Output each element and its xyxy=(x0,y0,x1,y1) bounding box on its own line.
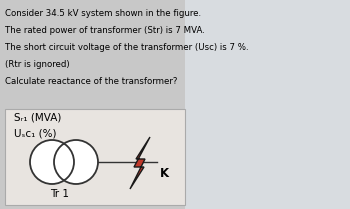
Text: (Rtr is ignored): (Rtr is ignored) xyxy=(5,60,70,69)
Circle shape xyxy=(30,140,74,184)
Text: Calculate reactance of the transformer?: Calculate reactance of the transformer? xyxy=(5,77,177,86)
Text: K: K xyxy=(160,167,169,180)
Text: Sᵣ₁ (MVA): Sᵣ₁ (MVA) xyxy=(14,113,61,123)
Text: Uₛᴄ₁ (%): Uₛᴄ₁ (%) xyxy=(14,129,56,139)
Text: The short circuit voltage of the transformer (Usc) is 7 %.: The short circuit voltage of the transfo… xyxy=(5,43,248,52)
Circle shape xyxy=(54,140,98,184)
Polygon shape xyxy=(130,137,150,189)
Text: Consider 34.5 kV system shown in the figure.: Consider 34.5 kV system shown in the fig… xyxy=(5,9,201,18)
Bar xyxy=(5,109,185,205)
Text: Tr 1: Tr 1 xyxy=(50,189,69,199)
Text: The rated power of transformer (Str) is 7 MVA.: The rated power of transformer (Str) is … xyxy=(5,26,205,35)
Bar xyxy=(185,0,350,209)
